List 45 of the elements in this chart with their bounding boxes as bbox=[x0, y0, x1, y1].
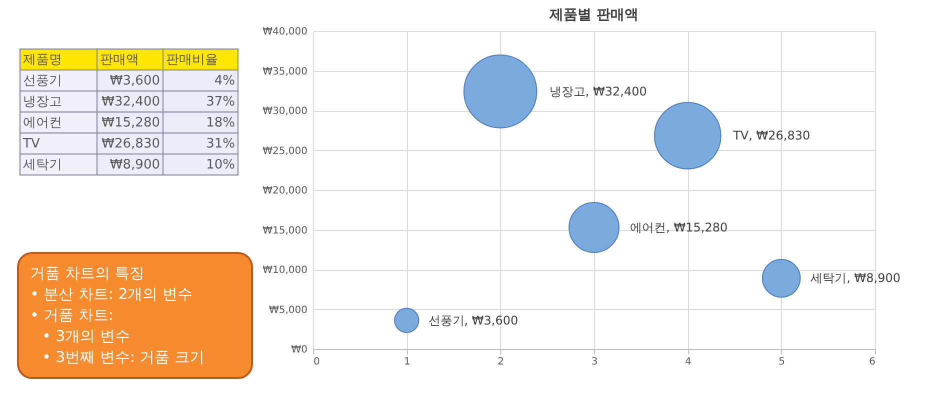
text: 4% bbox=[214, 74, 235, 88]
data-label: 세탁기, ₩8,900 bbox=[810, 271, 901, 286]
text: ₩15,280 bbox=[102, 116, 160, 130]
text: 판매비율 bbox=[166, 52, 218, 68]
text: ₩32,400 bbox=[102, 94, 160, 110]
text: 10% bbox=[206, 158, 235, 172]
text: • 3개의 변수 bbox=[42, 327, 130, 345]
text: ₩26,830 bbox=[102, 136, 160, 152]
text: ₩8,900 bbox=[110, 158, 160, 172]
text: 냉장고 bbox=[23, 94, 62, 110]
y-tick-label: ₩35,000 bbox=[262, 66, 308, 78]
y-tick-label: ₩15,000 bbox=[262, 225, 308, 236]
data-label: 에어컨, ₩15,280 bbox=[630, 220, 728, 235]
text: 18% bbox=[206, 116, 235, 130]
text: 31% bbox=[206, 136, 235, 152]
y-tick-label: ₩5,000 bbox=[268, 304, 308, 316]
text: 제품명 bbox=[23, 52, 62, 68]
text: 에어컨 bbox=[23, 116, 62, 130]
x-tick-label: 1 bbox=[404, 356, 410, 368]
text: ₩3,600 bbox=[110, 74, 160, 88]
x-tick-label: 2 bbox=[498, 356, 504, 368]
x-tick-label: 6 bbox=[869, 356, 876, 368]
text: • 분산 차트: 2개의 변수 bbox=[30, 285, 193, 303]
y-tick-label: ₩0 bbox=[291, 344, 308, 356]
data-label: TV, ₩26,830 bbox=[732, 128, 810, 143]
y-tick-label: ₩40,000 bbox=[262, 26, 308, 38]
y-tick-label: ₩20,000 bbox=[262, 186, 308, 196]
x-tick-label: 5 bbox=[778, 356, 786, 368]
x-tick-label: 4 bbox=[684, 356, 692, 368]
text: 거품 차트의 특징 bbox=[30, 264, 145, 282]
y-tick-label: ₩25,000 bbox=[262, 146, 308, 157]
text: TV bbox=[22, 136, 40, 152]
text: • 3번째 변수: 거품 크기 bbox=[42, 348, 205, 366]
text: • 거품 차트: bbox=[30, 306, 114, 324]
x-tick-label: 3 bbox=[591, 356, 598, 368]
text: 선풍기 bbox=[23, 74, 62, 88]
chart-title: 제품별 판매액 bbox=[548, 7, 638, 23]
text: 판매액 bbox=[100, 52, 139, 68]
y-tick-label: ₩10,000 bbox=[262, 265, 308, 276]
text: 세탁기 bbox=[23, 158, 62, 172]
x-tick-label: 0 bbox=[314, 356, 320, 368]
data-label: 냉장고, ₩32,400 bbox=[549, 84, 647, 98]
y-tick-label: ₩30,000 bbox=[262, 106, 308, 117]
text: 37% bbox=[206, 94, 235, 110]
data-label: 선풍기, ₩3,600 bbox=[428, 313, 518, 328]
